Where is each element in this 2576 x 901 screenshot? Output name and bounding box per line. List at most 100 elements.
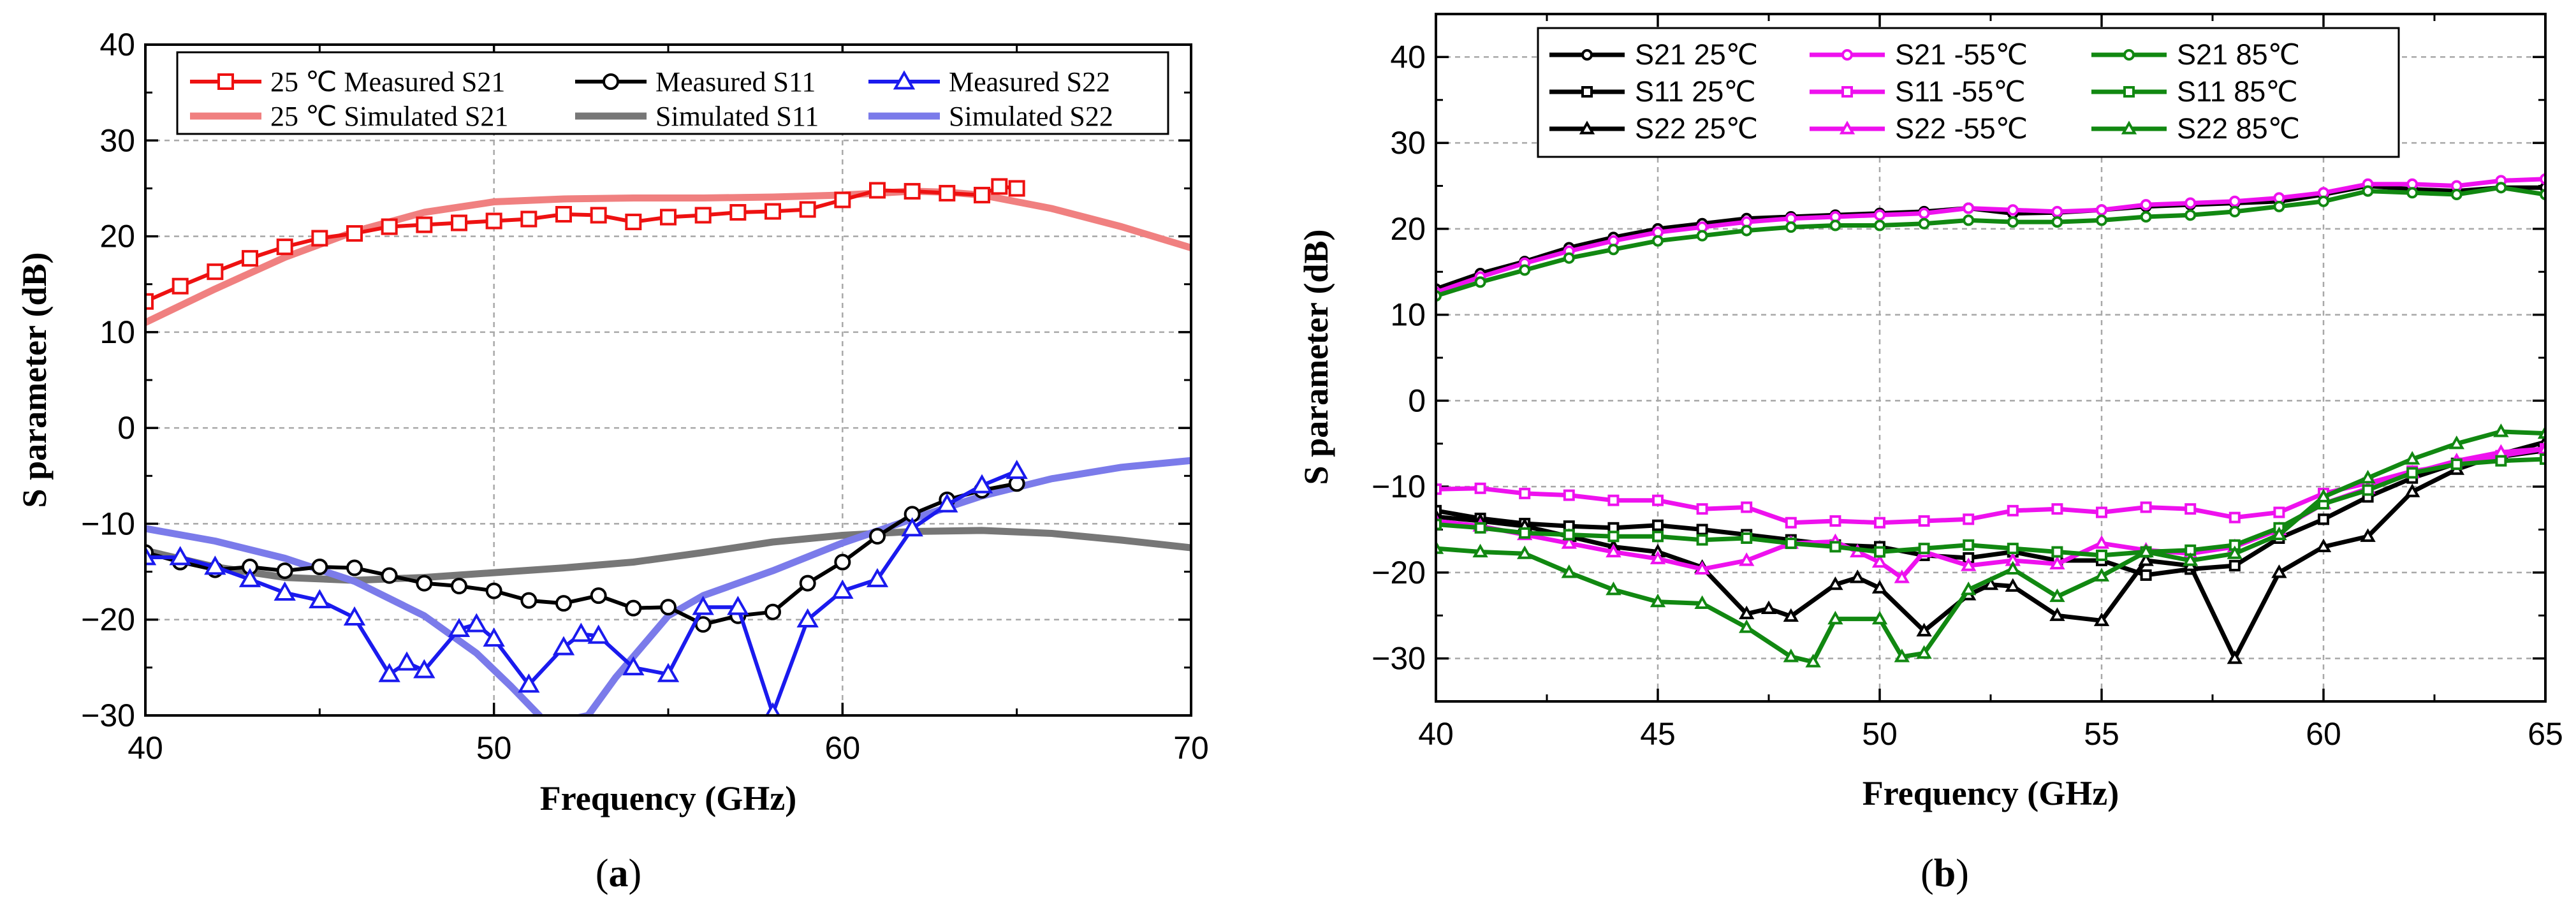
data-point-s22-55 <box>1694 560 1710 575</box>
data-point-s22-85 <box>1961 582 1977 596</box>
y-tick-label: 10 <box>1390 297 1426 333</box>
data-point-measured-s22 <box>622 656 645 676</box>
legend-label: 25 ℃ Simulated S21 <box>270 101 508 132</box>
data-point-s22-25 <box>1916 622 1932 637</box>
data-point-s11-55 <box>1563 489 1575 501</box>
data-point-s22-55 <box>2093 535 2110 549</box>
data-point-measured-s22 <box>395 651 418 671</box>
data-point-s22-85 <box>1805 654 1821 668</box>
legend-label: S21 25℃ <box>1635 38 1758 71</box>
panel-a-series <box>145 178 1191 715</box>
data-point-s21-85 <box>2096 214 2107 226</box>
data-point-measured-s22 <box>238 568 261 587</box>
data-point-measured-s22 <box>831 579 854 599</box>
data-point-s21-85 <box>1474 276 1486 288</box>
data-point-25-measured-s21 <box>590 207 607 224</box>
data-point-measured-s22 <box>448 617 471 638</box>
legend-swatch-marker <box>1579 121 1595 135</box>
data-point-25-measured-s21 <box>381 218 398 235</box>
series-line-s21-55 <box>1436 177 2545 295</box>
data-point-25-measured-s21 <box>625 214 642 231</box>
panel-a-label-letter: a <box>609 852 629 895</box>
data-point-s11-55 <box>1474 482 1486 494</box>
data-point-s21-85 <box>1563 252 1575 264</box>
data-point-s11-85 <box>1696 534 1708 546</box>
data-point-measured-s22 <box>145 546 157 566</box>
data-point-s22-85 <box>2271 526 2287 541</box>
legend-label: S22 25℃ <box>1635 112 1758 145</box>
panel-a-legend-box <box>176 51 1169 135</box>
data-point-s22-25 <box>1739 605 1755 620</box>
data-point-s22-25 <box>2404 483 2420 497</box>
panel-a-label: (a) <box>596 852 641 895</box>
legend-label: Simulated S22 <box>949 101 1113 132</box>
data-point-25-measured-s21 <box>145 293 154 310</box>
legend-label: S21 85℃ <box>2177 38 2300 71</box>
data-point-s11-25 <box>2318 513 2329 525</box>
series-line-s21-85 <box>1436 185 2545 298</box>
data-point-s11-25 <box>1652 519 1664 531</box>
series-line-s11-55 <box>1436 446 2545 525</box>
data-point-measured-s22 <box>204 555 226 575</box>
data-point-s11-55 <box>2273 506 2285 518</box>
data-point-s11-85 <box>1563 529 1575 541</box>
data-point-s21-85 <box>2362 185 2374 197</box>
data-point-measured-s11 <box>276 562 293 580</box>
data-point-s22-25 <box>2360 528 2376 542</box>
data-point-measured-s22 <box>1006 459 1028 480</box>
panel-b-y-axis-title: S parameter (dB) <box>1297 230 1335 485</box>
data-point-s21-55 <box>2096 204 2107 216</box>
data-point-s11-85 <box>1963 539 1975 551</box>
x-tick-label: 50 <box>476 730 512 766</box>
data-point-s22-85 <box>1517 545 1533 559</box>
data-point-measured-s22 <box>866 568 889 587</box>
legend-entry-s22-25: S22 25℃ <box>1549 112 1758 145</box>
data-point-s11-85 <box>2096 549 2107 561</box>
data-point-25-measured-s21 <box>729 204 747 221</box>
data-point-25-measured-s21 <box>207 263 224 281</box>
legend-swatch-marker <box>1581 86 1593 98</box>
data-point-s22-85 <box>1783 648 1799 663</box>
panel-a-frame <box>144 43 1192 717</box>
data-point-s22-25 <box>1871 580 1888 594</box>
data-point-s11-55 <box>1519 487 1531 499</box>
data-point-measured-s11 <box>555 595 572 612</box>
data-point-measured-s11 <box>625 599 642 617</box>
legend-entry-s22-55: S22 -55℃ <box>1810 112 2028 145</box>
series-s22-85 <box>1436 423 2545 668</box>
data-point-s22-25 <box>2315 538 2332 553</box>
data-point-s22-85 <box>2005 560 2021 575</box>
data-point-s11-55 <box>2096 506 2107 518</box>
series-line-s11-25 <box>1436 448 2545 578</box>
series-s21-85 <box>1436 182 2545 302</box>
data-point-measured-s22 <box>570 622 592 642</box>
legend-entry-s22-85: S22 85℃ <box>2091 112 2300 145</box>
data-point-s11-55 <box>1963 513 1975 525</box>
legend-entry-measured-s22: Measured S22 <box>868 66 1110 98</box>
data-point-25-measured-s21 <box>416 216 433 233</box>
data-point-s11-85 <box>1785 538 1797 550</box>
data-point-s22-55 <box>1606 543 1621 558</box>
data-point-25-measured-s21 <box>520 210 538 228</box>
legend-swatch-marker <box>2123 49 2135 61</box>
legend-entry-s11-55: S11 -55℃ <box>1810 75 2026 108</box>
data-point-s11-25 <box>2228 560 2241 572</box>
data-point-s22-25 <box>1982 576 1999 590</box>
data-point-s11-55 <box>1696 503 1708 515</box>
data-point-measured-s22 <box>970 474 993 494</box>
series-line-s11-85 <box>1436 457 2545 558</box>
data-point-25-measured-s21 <box>451 214 467 231</box>
series-line-simulated-s22 <box>145 457 1191 715</box>
data-point-s22-85 <box>2183 552 2199 566</box>
data-point-s22-85 <box>1650 593 1666 608</box>
data-point-s22-85 <box>1827 610 1843 625</box>
data-point-s21-85 <box>1607 244 1620 256</box>
data-point-s11-25 <box>1436 504 1442 516</box>
data-point-25-measured-s21 <box>660 209 677 226</box>
data-point-s11-85 <box>1741 532 1753 544</box>
data-point-measured-s11 <box>416 575 433 592</box>
data-point-s21-85 <box>1829 219 1841 231</box>
data-point-s22-55 <box>1739 552 1755 566</box>
data-point-measured-s22 <box>465 613 488 633</box>
